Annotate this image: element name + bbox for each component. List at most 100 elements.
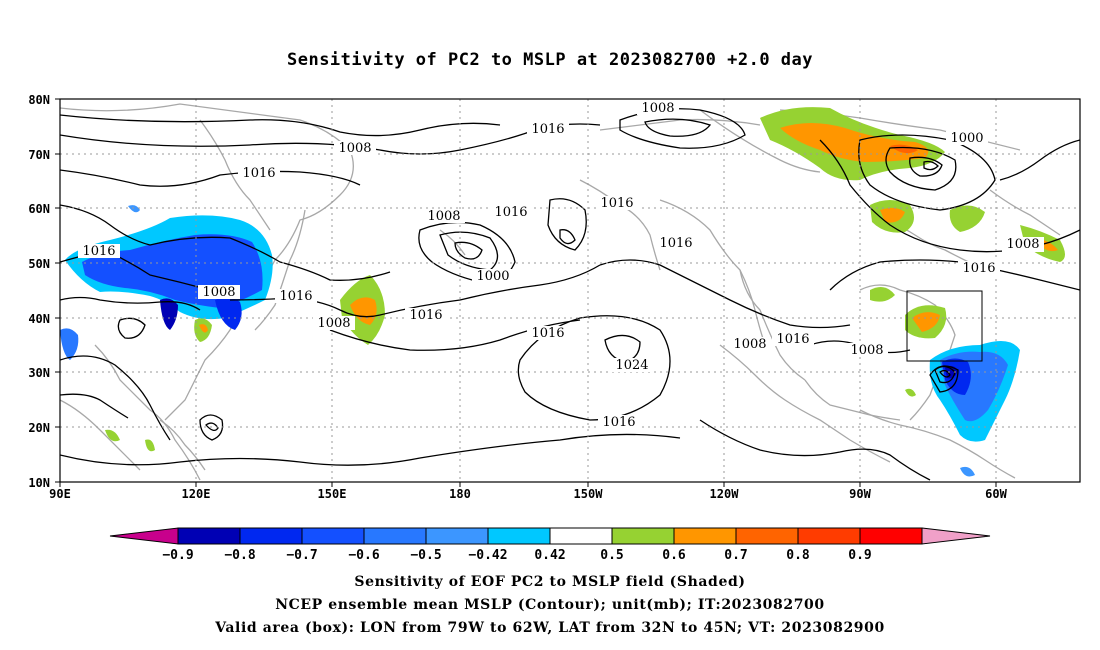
svg-text:1016: 1016 xyxy=(82,244,115,259)
colorbar-tick-label: 0.9 xyxy=(848,548,871,563)
lon-label: 120E xyxy=(182,487,211,501)
valid-area-box xyxy=(906,290,983,362)
colorbar-tick-label: −0.7 xyxy=(286,548,317,563)
lon-label: 120W xyxy=(710,487,740,501)
colorbar-box xyxy=(673,527,737,545)
shade-negative-asia-deep xyxy=(160,298,178,330)
caption-valid-area: Valid area (box): LON from 79W to 62W, L… xyxy=(215,620,885,636)
svg-text:1016: 1016 xyxy=(531,122,564,137)
colorbar-box xyxy=(487,527,551,545)
colorbar-box xyxy=(177,527,241,545)
colorbar: −0.9 −0.8 −0.7 −0.6 −0.5 −0.42 0.42 0.5 0.6 0.7 0.… xyxy=(109,527,991,563)
contour-label: 1016 xyxy=(655,236,697,251)
contour-label: 1008 xyxy=(846,343,888,358)
contour-label: 1024 xyxy=(611,358,653,373)
contour-label: 1000 xyxy=(946,131,988,146)
colorbar-box xyxy=(735,527,799,545)
contour-label: 1000 xyxy=(472,269,514,284)
lon-label: 150W xyxy=(574,487,604,501)
contour-label: 1008 xyxy=(729,337,771,352)
svg-text:1016: 1016 xyxy=(242,166,275,181)
lat-label: 10N xyxy=(28,476,50,490)
caption-contour: NCEP ensemble mean MSLP (Contour); unit(… xyxy=(275,597,825,613)
colorbar-box xyxy=(549,527,613,545)
contour-label: 1016 xyxy=(275,289,317,304)
shade-positive-canada-red xyxy=(890,144,918,154)
chart-title: Sensitivity of PC2 to MSLP at 2023082700… xyxy=(286,50,813,70)
svg-text:1016: 1016 xyxy=(494,205,527,220)
contour-labels: 1008 1016 1000 1008 1016 1016 1016 1008 … xyxy=(78,101,1044,430)
caption-shaded: Sensitivity of EOF PC2 to MSLP field (Sh… xyxy=(354,574,746,590)
svg-text:1016: 1016 xyxy=(531,326,564,341)
lat-label: 30N xyxy=(28,366,50,380)
shade-negative-southern xyxy=(960,466,975,477)
svg-text:1008: 1008 xyxy=(317,316,350,331)
contour-label: 1016 xyxy=(78,244,120,259)
shade-positive-sw1 xyxy=(105,429,120,442)
contour-label: 1008 xyxy=(423,209,465,224)
contour-label: 1016 xyxy=(527,122,569,137)
svg-text:1008: 1008 xyxy=(641,101,674,116)
shade-positive-lakes xyxy=(870,286,895,302)
lat-label: 50N xyxy=(28,257,50,271)
svg-text:1016: 1016 xyxy=(776,332,809,347)
lon-label: 90W xyxy=(849,487,871,501)
svg-text:1008: 1008 xyxy=(427,209,460,224)
colorbar-box xyxy=(363,527,427,545)
lon-label: 150E xyxy=(318,487,347,501)
contour-label: 1008 xyxy=(637,101,679,116)
svg-text:1008: 1008 xyxy=(850,343,883,358)
svg-text:1000: 1000 xyxy=(476,269,509,284)
colorbar-box xyxy=(611,527,675,545)
contour-label: 1008 xyxy=(313,316,355,331)
shade-positive-asia1-core xyxy=(199,324,208,333)
colorbar-under-triangle xyxy=(109,527,179,545)
shade-negative-asia-deep2 xyxy=(215,296,242,330)
svg-text:1016: 1016 xyxy=(659,236,692,251)
contour-label: 1016 xyxy=(238,166,280,181)
contour-label: 1016 xyxy=(598,415,640,430)
colorbar-tick-label: 0.5 xyxy=(600,548,623,563)
map-frame xyxy=(59,98,1081,483)
colorbar-tick-label: 0.42 xyxy=(534,548,565,563)
lat-label: 70N xyxy=(28,148,50,162)
shade-negative-small xyxy=(128,205,140,213)
contour-label: 1016 xyxy=(596,196,638,211)
svg-text:1000: 1000 xyxy=(950,131,983,146)
svg-text:1016: 1016 xyxy=(602,415,635,430)
shade-positive-hudson-core xyxy=(880,207,905,223)
svg-text:1016: 1016 xyxy=(279,289,312,304)
shade-positive-sw2 xyxy=(145,439,155,452)
colorbar-tick-label: −0.8 xyxy=(224,548,255,563)
svg-text:1016: 1016 xyxy=(600,196,633,211)
contour-label: 1016 xyxy=(958,261,1000,276)
colorbar-box xyxy=(859,527,923,545)
svg-text:1016: 1016 xyxy=(409,308,442,323)
contour-label: 1016 xyxy=(527,326,569,341)
shade-positive-pacific-core xyxy=(350,297,377,325)
colorbar-tick-label: −0.42 xyxy=(468,548,507,563)
svg-text:1008: 1008 xyxy=(733,337,766,352)
lon-label: 60W xyxy=(985,487,1007,501)
shade-positive-eastus-core xyxy=(912,312,940,332)
lat-label: 80N xyxy=(28,93,50,107)
svg-text:1008: 1008 xyxy=(202,285,235,300)
colorbar-box xyxy=(797,527,861,545)
colorbar-tick-label: 0.6 xyxy=(662,548,686,563)
longitude-labels: 90E 120E 150E 180 150W 120W 90W 60W xyxy=(49,487,1007,501)
latitude-labels: 80N 70N 60N 50N 40N 30N 20N 10N xyxy=(28,93,50,490)
colorbar-tick-label: 0.7 xyxy=(724,548,747,563)
colorbar-box xyxy=(301,527,365,545)
colorbar-tick-label: −0.9 xyxy=(162,548,193,563)
svg-text:1008: 1008 xyxy=(338,141,371,156)
lat-label: 60N xyxy=(28,202,50,216)
lon-label: 90E xyxy=(49,487,71,501)
contour-label: 1016 xyxy=(405,308,447,323)
shade-positive-labrador xyxy=(949,205,985,232)
contour-label: 1016 xyxy=(772,332,814,347)
lat-label: 20N xyxy=(28,421,50,435)
svg-text:1016: 1016 xyxy=(962,261,995,276)
shade-negative-left xyxy=(60,328,79,360)
colorbar-tick-label: −0.5 xyxy=(410,548,441,563)
